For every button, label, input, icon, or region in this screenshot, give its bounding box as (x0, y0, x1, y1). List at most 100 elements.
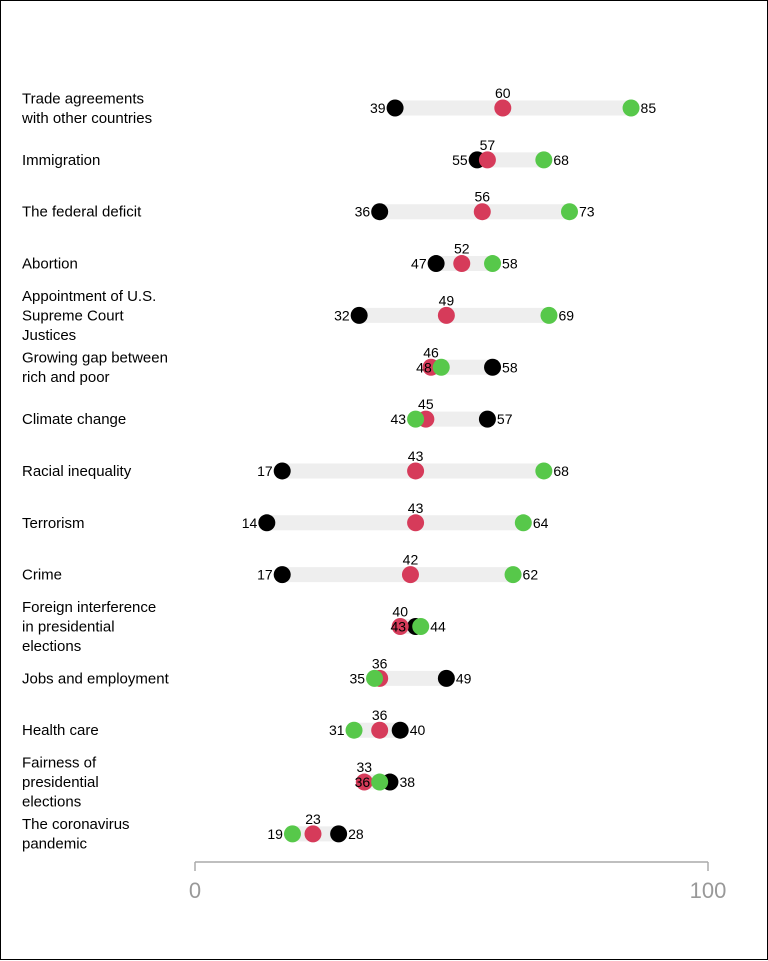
category-label: Immigration (22, 152, 100, 169)
dot-red (355, 773, 373, 791)
value-label-red: 45 (418, 396, 434, 412)
value-label-green: 69 (558, 307, 574, 323)
dot-green (535, 462, 553, 480)
value-label-red: 46 (423, 344, 439, 360)
dot-black (484, 358, 502, 376)
value-label-green: 36 (355, 774, 371, 790)
dot-green (412, 618, 430, 635)
dot-red (453, 255, 471, 273)
category-label: Appointment of U.S. Supreme Court Justices (22, 288, 156, 344)
dot-black (437, 669, 455, 687)
value-label-green: 64 (533, 515, 549, 531)
value-label-red: 56 (474, 189, 490, 205)
value-label-green: 19 (267, 826, 283, 842)
dot-green (432, 358, 450, 376)
dot-green (484, 255, 502, 273)
dot-red (473, 203, 491, 221)
value-label-green: 85 (641, 100, 657, 116)
value-label-red: 36 (372, 707, 388, 723)
category-label: The coronavirus pandemic (22, 816, 130, 853)
dot-black (273, 462, 291, 480)
value-label-red: 40 (392, 604, 408, 620)
value-label-black: 32 (334, 307, 350, 323)
dot-black (478, 410, 496, 428)
value-label-green: 58 (502, 256, 518, 272)
value-label-red: 43 (408, 500, 424, 516)
value-label-black: 47 (411, 256, 427, 272)
value-label-green: 73 (579, 204, 595, 220)
value-label-black: 43 (391, 619, 407, 635)
category-label: Fairness of presidential elections (22, 755, 99, 811)
dot-green (371, 773, 389, 791)
category-label: Health care (22, 722, 99, 739)
category-label: Trade agreements with other countries (21, 90, 152, 127)
category-label: Growing gap between rich and poor (22, 350, 168, 387)
value-label-black: 28 (348, 826, 364, 842)
category-label: The federal deficit (22, 204, 142, 221)
dot-red (304, 825, 322, 843)
value-label-green: 48 (416, 359, 432, 375)
dot-red (407, 514, 425, 532)
dot-red (391, 618, 409, 635)
value-label-red: 43 (408, 448, 424, 464)
dot-green (540, 306, 558, 324)
dot-black (350, 306, 368, 324)
value-label-black: 17 (257, 567, 273, 583)
category-label: Jobs and employment (22, 670, 170, 687)
x-tick-label: 100 (690, 878, 727, 903)
dot-green (366, 669, 384, 687)
dot-green (535, 151, 553, 169)
category-label: Abortion (22, 256, 78, 273)
value-label-red: 52 (454, 241, 470, 257)
dot-green (283, 825, 301, 843)
dot-black (258, 514, 276, 532)
value-label-green: 35 (349, 670, 365, 686)
dot-red (494, 99, 512, 117)
value-label-black: 36 (355, 204, 371, 220)
value-label-red: 36 (372, 655, 388, 671)
dot-black (427, 255, 445, 273)
value-label-red: 49 (439, 292, 455, 308)
category-label: Crime (22, 567, 62, 584)
value-label-black: 58 (502, 359, 518, 375)
value-label-green: 31 (329, 722, 345, 738)
value-label-red: 33 (357, 759, 373, 775)
dot-black (330, 825, 348, 843)
value-label-green: 43 (391, 411, 407, 427)
category-label: Terrorism (22, 515, 85, 532)
dot-red (407, 462, 425, 480)
dot-red (401, 566, 419, 584)
x-tick-label: 0 (189, 878, 201, 903)
value-label-red: 23 (305, 811, 321, 827)
dot-red (478, 151, 496, 169)
dot-black (386, 99, 404, 117)
value-label-red: 60 (495, 85, 511, 101)
value-label-black: 14 (242, 515, 258, 531)
value-label-green: 62 (523, 567, 539, 583)
value-label-black: 55 (452, 152, 468, 168)
value-label-black: 39 (370, 100, 386, 116)
dot-green (514, 514, 532, 532)
category-label: Racial inequality (22, 463, 132, 480)
value-label-red: 42 (403, 552, 419, 568)
value-label-black: 17 (257, 463, 273, 479)
dot-green (560, 203, 578, 221)
value-label-black: 38 (399, 774, 415, 790)
dot-green (407, 410, 425, 428)
value-label-green: 44 (430, 619, 446, 635)
value-label-green: 68 (553, 152, 569, 168)
value-label-red: 57 (480, 137, 496, 153)
dot-red (437, 306, 455, 324)
value-label-black: 40 (410, 722, 426, 738)
dot-red (371, 721, 389, 739)
dot-black (371, 203, 389, 221)
dot-black (391, 721, 409, 739)
category-label: Climate change (22, 411, 126, 428)
dot-green (345, 721, 363, 739)
category-label: Foreign interference in presidential elect… (22, 599, 156, 655)
value-label-black: 49 (456, 670, 472, 686)
dot-black (273, 566, 291, 584)
value-label-black: 57 (497, 411, 513, 427)
